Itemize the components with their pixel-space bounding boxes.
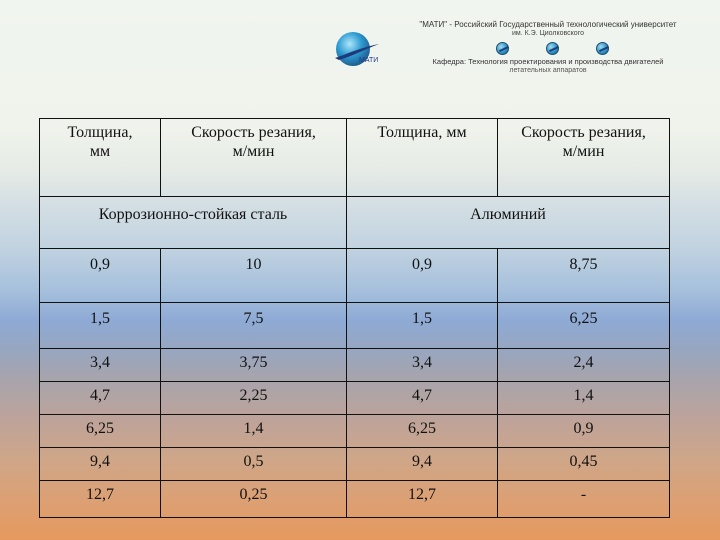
cell: 6,25	[39, 414, 161, 448]
group-aluminum: Алюминий	[346, 196, 670, 249]
cell: 0,45	[497, 447, 670, 481]
cell: 0,9	[39, 248, 161, 303]
cell: 3,4	[346, 348, 498, 382]
header-speed-aluminum: Скорость резания, м/мин	[497, 118, 670, 197]
header-text: Скорость резания,	[191, 124, 316, 141]
cell: -	[497, 480, 670, 518]
cell: 0,9	[346, 248, 498, 303]
cell: 1,4	[160, 414, 347, 448]
header-speed-steel: Скорость резания, м/мин	[160, 118, 347, 197]
cell: 1,5	[346, 302, 498, 349]
table-row: 4,7 2,25 4,7 1,4	[39, 381, 670, 415]
cell: 12,7	[39, 480, 161, 518]
table-row: 3,4 3,75 3,4 2,4	[39, 348, 670, 382]
cell: 9,4	[346, 447, 498, 481]
cell: 0,5	[160, 447, 347, 481]
header-text: Толщина, мм	[377, 124, 467, 141]
header-text: Скорость резания,	[521, 124, 646, 141]
cell: 3,75	[160, 348, 347, 382]
cell: 1,5	[39, 302, 161, 349]
material-group-row: Коррозионно-стойкая сталь Алюминий	[39, 196, 670, 249]
header-text: м/мин	[232, 143, 275, 160]
university-name: "МАТИ" - Российский Государственный техн…	[419, 20, 677, 29]
cell: 3,4	[39, 348, 161, 382]
globe-icons-row	[488, 42, 618, 56]
cell: 7,5	[160, 302, 347, 349]
department-name: Кафедра: Технология проектирования и про…	[432, 57, 664, 66]
table-header-row: Толщина, мм Скорость резания, м/мин Толщ…	[39, 118, 670, 197]
globe-icon	[596, 42, 609, 55]
cell: 4,7	[39, 381, 161, 415]
table-row: 9,4 0,5 9,4 0,45	[39, 447, 670, 481]
header-thickness-steel: Толщина, мм	[39, 118, 161, 197]
mati-logo-icon: МАТИ	[333, 30, 383, 68]
cell: 10	[160, 248, 347, 303]
table-row: 0,9 10 0,9 8,75	[39, 248, 670, 303]
header-text: мм	[89, 143, 111, 160]
cell: 6,25	[497, 302, 670, 349]
slide-header: МАТИ "МАТИ" - Российский Государственный…	[0, 0, 720, 90]
globe-icon	[496, 42, 509, 55]
svg-text:МАТИ: МАТИ	[359, 57, 378, 64]
cutting-speed-table: Толщина, мм Скорость резания, м/мин Толщ…	[39, 118, 670, 518]
table-row: 12,7 0,25 12,7 -	[39, 480, 670, 518]
group-steel: Коррозионно-стойкая сталь	[39, 196, 347, 249]
cell: 6,25	[346, 414, 498, 448]
cell: 2,4	[497, 348, 670, 382]
cell: 1,4	[497, 381, 670, 415]
header-thickness-aluminum: Толщина, мм	[346, 118, 498, 197]
cell: 0,25	[160, 480, 347, 518]
globe-icon	[546, 42, 559, 55]
table-row: 6,25 1,4 6,25 0,9	[39, 414, 670, 448]
header-text: Толщина,	[67, 124, 133, 141]
university-name-dedication: им. К.Э. Циолковского	[512, 30, 584, 37]
cell: 0,9	[497, 414, 670, 448]
table-row: 1,5 7,5 1,5 6,25	[39, 302, 670, 349]
header-text: м/мин	[562, 143, 605, 160]
cell: 12,7	[346, 480, 498, 518]
cell: 8,75	[497, 248, 670, 303]
cell: 4,7	[346, 381, 498, 415]
department-name-continued: летательных аппаратов	[509, 67, 587, 74]
cell: 9,4	[39, 447, 161, 481]
cell: 2,25	[160, 381, 347, 415]
